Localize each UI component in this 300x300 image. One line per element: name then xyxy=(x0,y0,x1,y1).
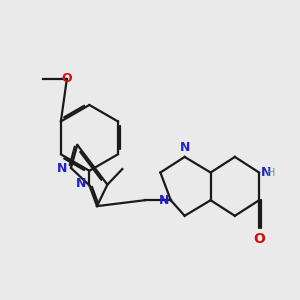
Text: O: O xyxy=(61,73,72,85)
Text: N: N xyxy=(261,166,271,179)
Text: N: N xyxy=(179,141,190,154)
Text: O: O xyxy=(253,232,265,246)
Text: H: H xyxy=(267,167,275,178)
Text: N: N xyxy=(56,161,67,175)
Text: N: N xyxy=(76,177,87,190)
Text: N: N xyxy=(159,194,169,207)
